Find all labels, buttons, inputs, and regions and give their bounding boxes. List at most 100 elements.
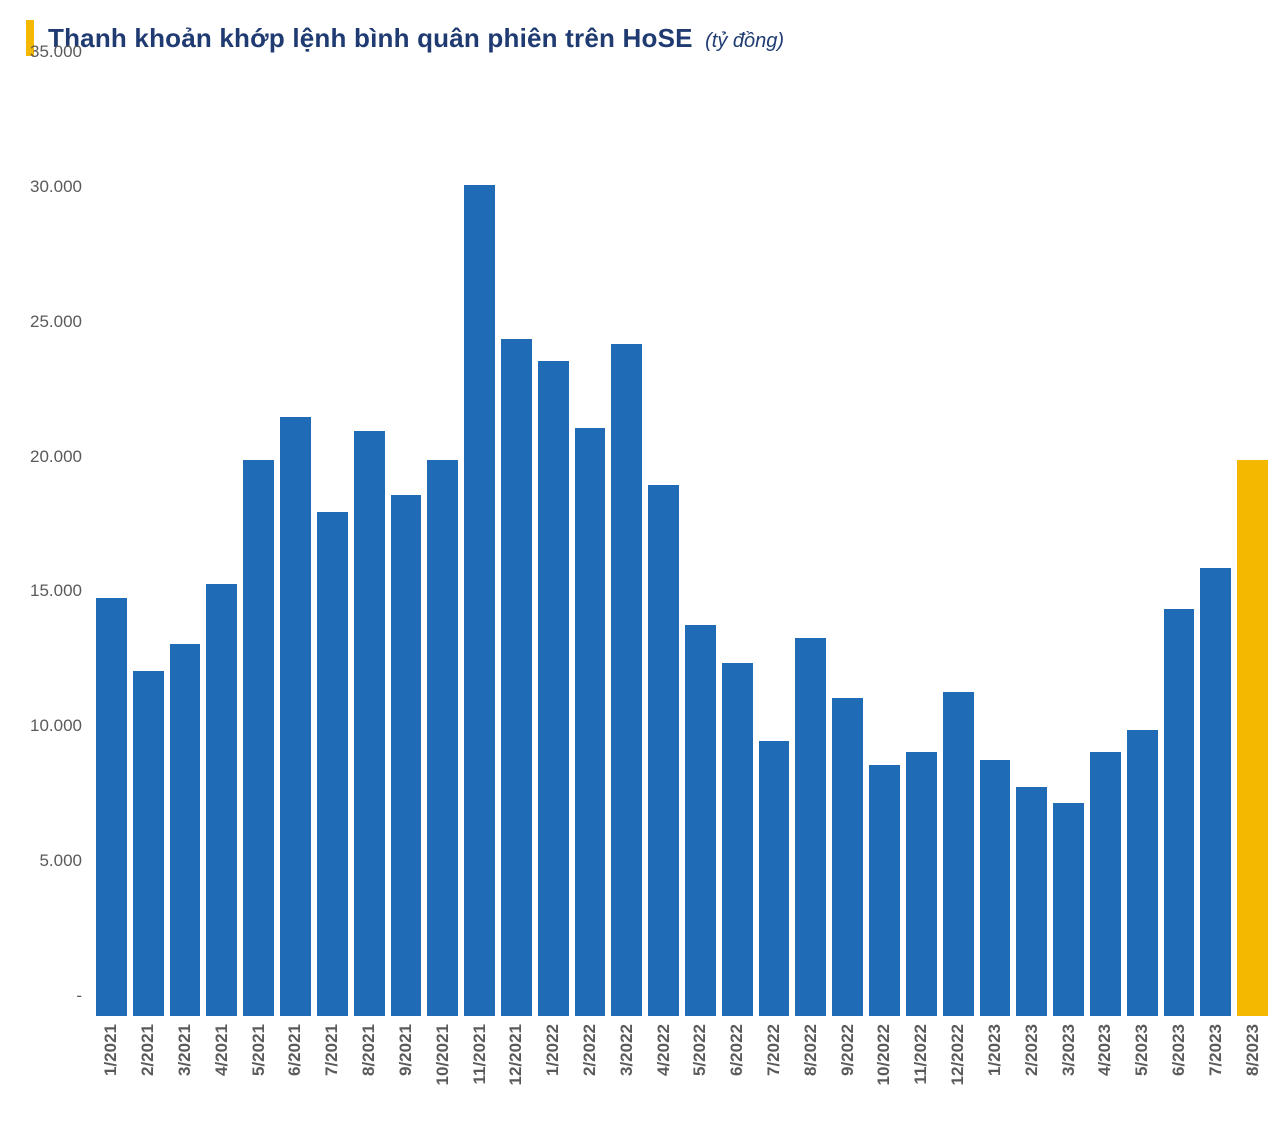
x-tick-slot: 2/2022 <box>575 1016 606 1146</box>
x-tick-slot: 5/2023 <box>1127 1016 1158 1146</box>
bar <box>1053 803 1084 1016</box>
x-tick-label: 2/2023 <box>1022 1024 1042 1076</box>
bar-slot <box>170 72 201 1016</box>
bar-slot <box>1237 72 1268 1016</box>
x-tick-label: 6/2022 <box>727 1024 747 1076</box>
bar-slot <box>1053 72 1084 1016</box>
x-tick-slot: 9/2021 <box>391 1016 422 1146</box>
x-tick-slot: 4/2021 <box>206 1016 237 1146</box>
chart-title-wrap: Thanh khoản khớp lệnh bình quân phiên tr… <box>48 23 784 54</box>
y-tick-label: 20.000 <box>30 447 82 467</box>
y-tick-label: 5.000 <box>39 851 82 871</box>
bar-slot <box>648 72 679 1016</box>
plot-area <box>96 72 1268 1016</box>
bar <box>391 495 422 1016</box>
bar <box>1127 730 1158 1016</box>
bar <box>501 339 532 1016</box>
x-tick-slot: 9/2022 <box>832 1016 863 1146</box>
x-tick-label: 7/2022 <box>764 1024 784 1076</box>
bar-slot <box>354 72 385 1016</box>
bar-slot <box>391 72 422 1016</box>
x-tick-label: 9/2022 <box>838 1024 858 1076</box>
bar <box>1237 460 1268 1016</box>
bar-slot <box>280 72 311 1016</box>
bar-slot <box>611 72 642 1016</box>
x-tick-label: 1/2023 <box>985 1024 1005 1076</box>
bar-slot <box>575 72 606 1016</box>
y-tick-label: 10.000 <box>30 716 82 736</box>
bar-slot <box>427 72 458 1016</box>
x-tick-label: 5/2021 <box>249 1024 269 1076</box>
x-tick-slot: 6/2021 <box>280 1016 311 1146</box>
bar <box>759 741 790 1016</box>
y-axis: - 5.000 10.000 15.000 20.000 25.000 30.0… <box>0 72 96 1016</box>
x-tick-slot: 3/2021 <box>170 1016 201 1146</box>
x-tick-label: 3/2021 <box>175 1024 195 1076</box>
y-tick-label: 15.000 <box>30 581 82 601</box>
bar <box>1090 752 1121 1016</box>
x-tick-slot: 12/2021 <box>501 1016 532 1146</box>
bar-slot <box>832 72 863 1016</box>
bar-slot <box>1090 72 1121 1016</box>
x-tick-slot: 7/2022 <box>759 1016 790 1146</box>
x-tick-slot: 1/2022 <box>538 1016 569 1146</box>
y-tick-label: - <box>76 986 82 1006</box>
x-tick-slot: 7/2023 <box>1200 1016 1231 1146</box>
bar <box>1016 787 1047 1016</box>
x-tick-slot: 4/2022 <box>648 1016 679 1146</box>
bar <box>354 431 385 1016</box>
x-tick-label: 8/2022 <box>801 1024 821 1076</box>
y-tick-label: 25.000 <box>30 312 82 332</box>
bar-slot <box>722 72 753 1016</box>
x-tick-label: 2/2021 <box>138 1024 158 1076</box>
x-tick-slot: 8/2021 <box>354 1016 385 1146</box>
y-tick-label: 30.000 <box>30 177 82 197</box>
x-tick-label: 3/2022 <box>617 1024 637 1076</box>
bar-slot <box>464 72 495 1016</box>
bar <box>869 765 900 1016</box>
x-tick-label: 11/2022 <box>911 1024 931 1085</box>
bar-slot <box>1164 72 1195 1016</box>
x-tick-label: 4/2021 <box>212 1024 232 1076</box>
x-tick-label: 6/2021 <box>285 1024 305 1076</box>
x-tick-label: 4/2023 <box>1095 1024 1115 1076</box>
x-tick-label: 8/2021 <box>359 1024 379 1076</box>
x-tick-slot: 6/2023 <box>1164 1016 1195 1146</box>
bar <box>538 361 569 1016</box>
bar <box>906 752 937 1016</box>
bar-slot <box>1016 72 1047 1016</box>
bar <box>795 638 826 1016</box>
x-tick-label: 7/2021 <box>322 1024 342 1076</box>
x-tick-slot: 12/2022 <box>943 1016 974 1146</box>
bar-slot <box>943 72 974 1016</box>
bar <box>980 760 1011 1016</box>
x-axis: 1/2021 2/2021 3/2021 4/2021 5/2021 6/2021 7/20… <box>96 1016 1268 1146</box>
x-tick-label: 1/2021 <box>101 1024 121 1076</box>
x-tick-slot: 7/2021 <box>317 1016 348 1146</box>
bar <box>206 584 237 1016</box>
x-tick-label: 10/2021 <box>433 1024 453 1085</box>
bar-slot <box>243 72 274 1016</box>
bar-slot <box>206 72 237 1016</box>
x-tick-label: 3/2023 <box>1059 1024 1079 1076</box>
x-tick-slot: 8/2023 <box>1237 1016 1268 1146</box>
x-tick-slot: 5/2022 <box>685 1016 716 1146</box>
x-tick-label: 12/2022 <box>948 1024 968 1085</box>
x-tick-label: 4/2022 <box>654 1024 674 1076</box>
bar <box>1200 568 1231 1016</box>
x-tick-label: 7/2023 <box>1206 1024 1226 1076</box>
bar-slot <box>133 72 164 1016</box>
x-tick-slot: 2/2021 <box>133 1016 164 1146</box>
chart-title: Thanh khoản khớp lệnh bình quân phiên tr… <box>48 23 693 53</box>
bar-slot <box>1200 72 1231 1016</box>
bar <box>611 344 642 1016</box>
bar <box>243 460 274 1016</box>
x-tick-label: 12/2021 <box>506 1024 526 1085</box>
x-tick-slot: 1/2023 <box>980 1016 1011 1146</box>
bar <box>832 698 863 1016</box>
x-tick-label: 8/2023 <box>1243 1024 1263 1076</box>
bar <box>648 485 679 1016</box>
bar-slot <box>685 72 716 1016</box>
x-tick-slot: 10/2022 <box>869 1016 900 1146</box>
x-tick-label: 10/2022 <box>874 1024 894 1085</box>
